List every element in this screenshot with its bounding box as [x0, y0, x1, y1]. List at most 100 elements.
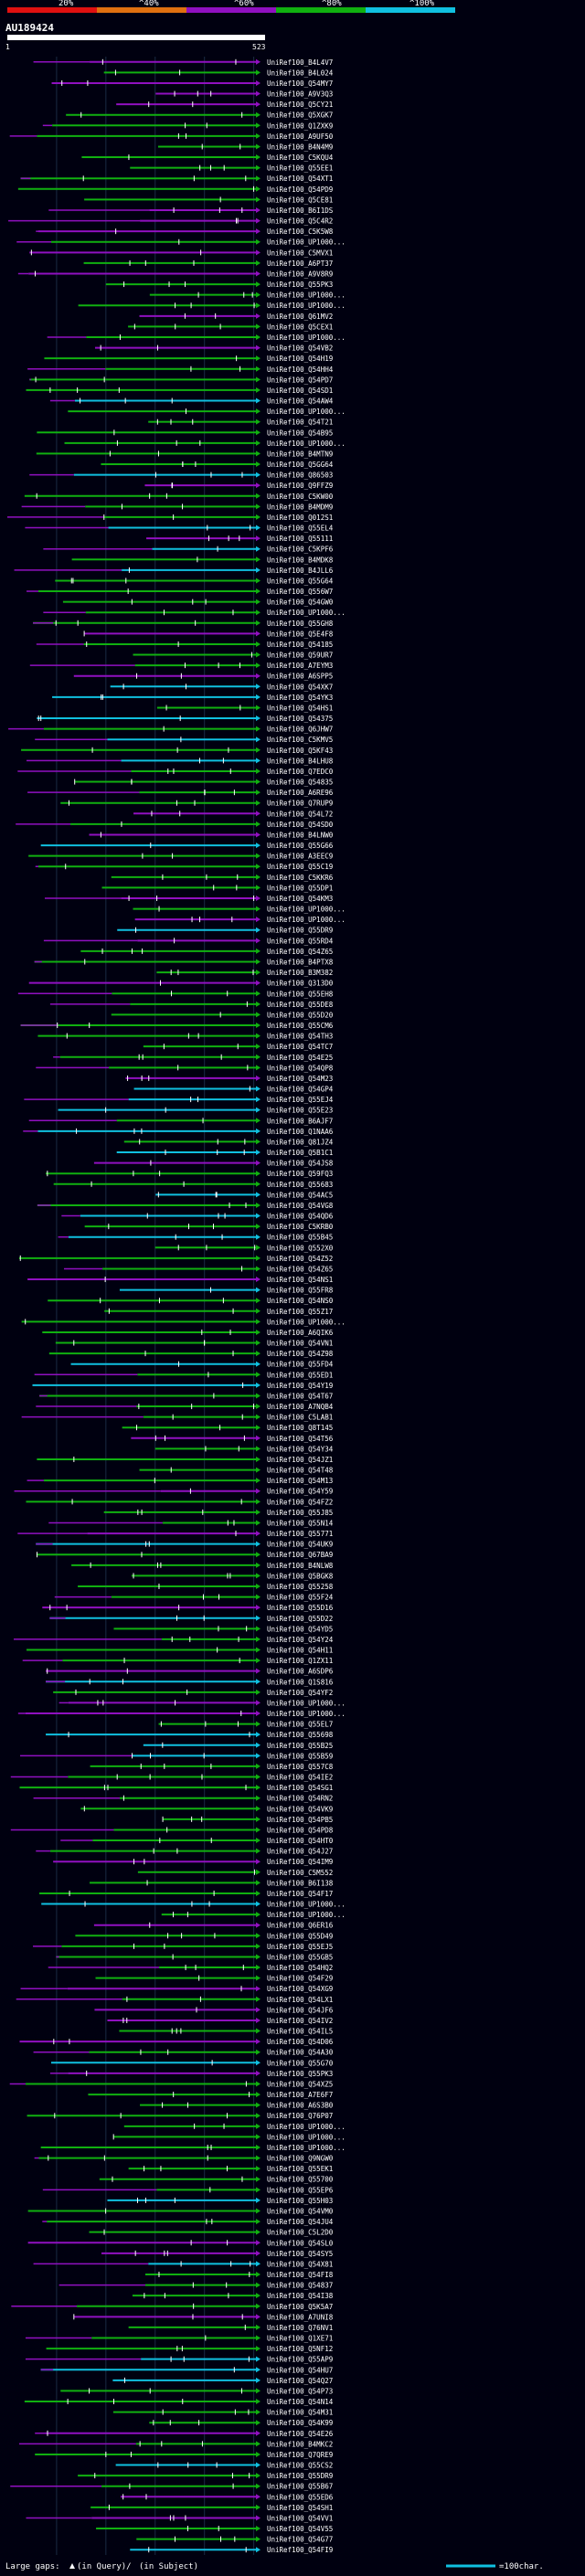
hit-label[interactable]: UniRef100_Q5CY21 — [267, 101, 333, 109]
hit-label[interactable]: UniRef100_Q55FD4 — [267, 1361, 334, 1369]
hit-label[interactable]: UniRef100_Q54LX1 — [267, 1996, 333, 2004]
hit-label[interactable]: UniRef100_Q54HS1 — [267, 704, 333, 712]
hit-label[interactable]: UniRef100_Q55DR9 — [267, 927, 333, 935]
hit-label[interactable]: UniRef100_Q54SG1 — [267, 1784, 333, 1792]
hit-label[interactable]: UniRef100_Q54HH4 — [267, 366, 334, 374]
hit-label[interactable]: UniRef100_Q54YD5 — [267, 1625, 333, 1633]
hit-label[interactable]: UniRef100_Q55D22 — [267, 1615, 333, 1623]
hit-label[interactable]: UniRef100_A9V3Q3 — [267, 90, 333, 99]
hit-label[interactable]: UniRef100_UP1000... — [267, 2123, 346, 2131]
hit-label[interactable]: UniRef100_B4L4V7 — [267, 58, 333, 67]
hit-label[interactable]: UniRef100_UP1000... — [267, 1699, 346, 1707]
hit-label[interactable]: UniRef100_Q55B45 — [267, 1234, 333, 1242]
hit-label[interactable]: UniRef100_Q9FFZ9 — [267, 482, 333, 490]
hit-label[interactable]: UniRef100_Q54G77 — [267, 2536, 333, 2544]
hit-label[interactable]: UniRef100_Q54QD6 — [267, 1213, 334, 1221]
hit-label[interactable]: UniRef100_C5KW00 — [267, 493, 334, 501]
hit-label[interactable]: UniRef100_Q59UR7 — [267, 652, 333, 660]
hit-label[interactable]: UniRef100_Q55GB5 — [267, 1953, 333, 1961]
hit-label[interactable]: UniRef100_Q55B25 — [267, 1742, 333, 1750]
hit-label[interactable]: UniRef100_Q54375 — [267, 715, 333, 723]
hit-label[interactable]: UniRef100_Q54HQ2 — [267, 1964, 333, 1972]
hit-label[interactable]: UniRef100_Q54IE2 — [267, 1774, 333, 1782]
hit-label[interactable]: UniRef100_UP1000... — [267, 2133, 346, 2141]
hit-label[interactable]: UniRef100_Q55PK3 — [267, 281, 333, 289]
hit-label[interactable]: UniRef100_Q54T67 — [267, 1392, 333, 1400]
hit-label[interactable]: UniRef100_B4LNW0 — [267, 831, 334, 839]
hit-label[interactable]: UniRef100_UP1000... — [267, 292, 346, 300]
hit-label[interactable]: UniRef100_Q54VB2 — [267, 345, 333, 353]
hit-label[interactable]: UniRef100_Q55G66 — [267, 842, 334, 850]
hit-label[interactable]: UniRef100_UP1000... — [267, 408, 346, 416]
hit-label[interactable]: UniRef100_Q55CS2 — [267, 2462, 333, 2470]
hit-label[interactable]: UniRef100_Q54PD9 — [267, 186, 333, 194]
hit-label[interactable]: UniRef100_B4MDK8 — [267, 556, 334, 564]
hit-label[interactable]: UniRef100_Q54XZ5 — [267, 2080, 333, 2088]
hit-label[interactable]: UniRef100_A6PT37 — [267, 260, 333, 268]
hit-label[interactable]: UniRef100_B4MTN9 — [267, 450, 333, 458]
hit-label[interactable]: UniRef100_C5KRB0 — [267, 1223, 334, 1231]
hit-label[interactable]: UniRef100_Q54IM9 — [267, 1858, 333, 1866]
hit-label[interactable]: UniRef100_UP1000... — [267, 609, 346, 617]
hit-label[interactable]: UniRef100_Q54Y59 — [267, 1488, 333, 1496]
hit-label[interactable]: UniRef100_Q54F17 — [267, 1890, 333, 1898]
hit-label[interactable]: UniRef100_Q54IV2 — [267, 2017, 333, 2025]
hit-label[interactable]: UniRef100_B4NLW8 — [267, 1562, 334, 1570]
hit-label[interactable]: UniRef100_Q76P07 — [267, 2112, 333, 2120]
hit-label[interactable]: UniRef100_Q54V55 — [267, 2525, 333, 2533]
hit-label[interactable]: UniRef100_Q55F24 — [267, 1594, 334, 1602]
hit-label[interactable]: UniRef100_Q54H11 — [267, 1647, 333, 1655]
hit-label[interactable]: UniRef100_Q55GH8 — [267, 620, 334, 628]
hit-label[interactable]: UniRef100_Q55G70 — [267, 2059, 334, 2067]
hit-label[interactable]: UniRef100_UP1000... — [267, 1911, 346, 1919]
hit-label[interactable]: UniRef100_UP1000... — [267, 906, 346, 914]
hit-label[interactable]: UniRef100_Q54L72 — [267, 810, 333, 818]
hit-label[interactable]: UniRef100_Q54J27 — [267, 1848, 333, 1856]
hit-label[interactable]: UniRef100_Q54M23 — [267, 1075, 333, 1083]
hit-label[interactable]: UniRef100_Q55B67 — [267, 2483, 333, 2491]
hit-label[interactable]: UniRef100_Q54FI9 — [267, 2546, 333, 2554]
hit-label[interactable]: UniRef100_Q55DR9 — [267, 2472, 333, 2480]
hit-label[interactable]: UniRef100_Q55D20 — [267, 1011, 334, 1019]
hit-label[interactable]: UniRef100_Q54SH1 — [267, 2504, 333, 2512]
hit-label[interactable]: UniRef100_Q55EE1 — [267, 164, 333, 173]
hit-label[interactable]: UniRef100_Q54JS8 — [267, 1160, 334, 1168]
hit-label[interactable]: UniRef100_Q1XE71 — [267, 2335, 333, 2343]
hit-label[interactable]: UniRef100_Q54E25 — [267, 1054, 333, 1062]
hit-label[interactable]: UniRef100_Q54A30 — [267, 2049, 334, 2057]
hit-label[interactable]: UniRef100_Q54XT1 — [267, 175, 333, 183]
hit-label[interactable]: UniRef100_Q55CM6 — [267, 1022, 334, 1030]
hit-label[interactable]: UniRef100_Q9NGW0 — [267, 2155, 334, 2163]
hit-label[interactable]: UniRef100_Q55G64 — [267, 577, 334, 585]
hit-label[interactable]: UniRef100_Q54JU4 — [267, 2218, 334, 2226]
hit-label[interactable]: UniRef100_Q54VK9 — [267, 1805, 333, 1813]
hit-label[interactable]: UniRef100_Q55N14 — [267, 1519, 334, 1527]
hit-label[interactable]: UniRef100_B6I138 — [267, 1879, 334, 1887]
hit-label[interactable]: UniRef100_B4PTX8 — [267, 958, 334, 966]
hit-label[interactable]: UniRef100_Q54QP8 — [267, 1064, 334, 1072]
hit-label[interactable]: UniRef100_Q59FQ3 — [267, 1170, 333, 1178]
hit-label[interactable]: UniRef100_Q54YK3 — [267, 694, 333, 702]
hit-label[interactable]: UniRef100_Q54VG8 — [267, 1202, 334, 1210]
hit-label[interactable]: UniRef100_Q54HU7 — [267, 2366, 333, 2374]
hit-label[interactable]: UniRef100_Q54NS0 — [267, 1297, 334, 1305]
hit-label[interactable]: UniRef100_Q54X81 — [267, 2260, 333, 2268]
hit-label[interactable]: UniRef100_Q55PK3 — [267, 2070, 333, 2078]
hit-label[interactable]: UniRef100_Q54HT0 — [267, 1837, 334, 1845]
hit-label[interactable]: UniRef100_A9V8R9 — [267, 270, 333, 278]
hit-label[interactable]: UniRef100_Q55EL4 — [267, 525, 334, 533]
hit-label[interactable]: UniRef100_B3M382 — [267, 969, 333, 977]
hit-label[interactable]: UniRef100_Q55FR8 — [267, 1287, 334, 1295]
hit-label[interactable]: UniRef100_Q54K99 — [267, 2419, 333, 2427]
hit-label[interactable]: UniRef100_Q55D49 — [267, 1932, 333, 1940]
hit-label[interactable]: UniRef100_Q55B59 — [267, 1752, 333, 1760]
hit-label[interactable]: UniRef100_Q61MV2 — [267, 313, 333, 321]
hit-label[interactable]: UniRef100_Q54TC7 — [267, 1043, 333, 1051]
hit-label[interactable]: UniRef100_Q55DP1 — [267, 884, 333, 892]
hit-label[interactable]: UniRef100_B4L024 — [267, 69, 334, 77]
hit-label[interactable]: UniRef100_B4LHU8 — [267, 757, 334, 765]
hit-label[interactable]: UniRef100_A7UNI8 — [267, 2313, 334, 2321]
hit-label[interactable]: UniRef100_Q54F29 — [267, 1975, 333, 1983]
hit-label[interactable]: UniRef100_A6S3B0 — [267, 2102, 334, 2110]
hit-label[interactable]: UniRef100_C5LAB1 — [267, 1414, 333, 1422]
